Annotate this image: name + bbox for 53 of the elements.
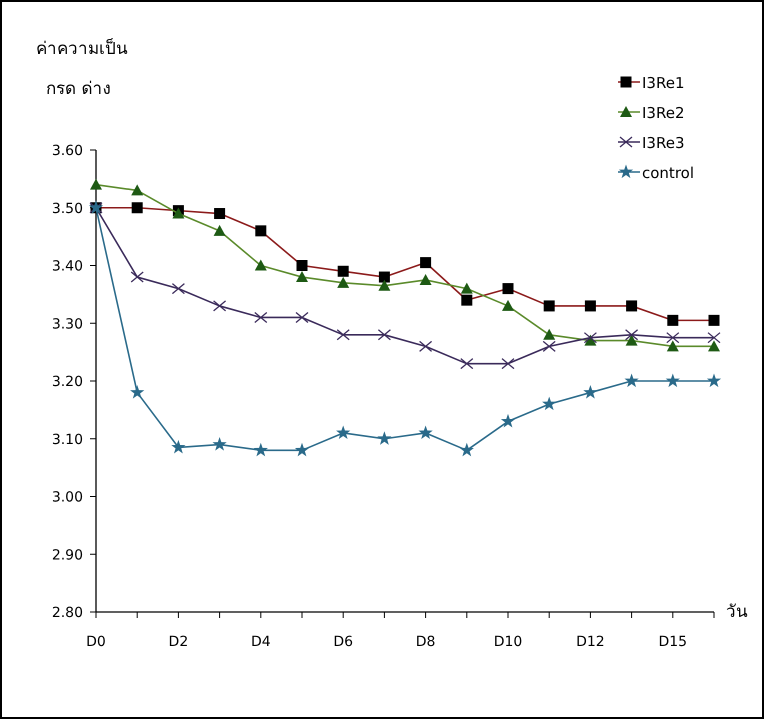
point bbox=[130, 271, 144, 283]
x-tick-label: D2 bbox=[168, 634, 188, 650]
point bbox=[460, 358, 474, 370]
point bbox=[707, 332, 721, 344]
legend-label: I3Re3 bbox=[642, 134, 684, 152]
point bbox=[254, 442, 268, 456]
point bbox=[212, 437, 227, 451]
point bbox=[624, 329, 638, 340]
point bbox=[418, 340, 432, 352]
point bbox=[584, 332, 598, 344]
y-tick-label: 3.60 bbox=[52, 143, 83, 159]
point bbox=[212, 300, 226, 312]
point bbox=[460, 442, 474, 456]
y-tick-label: 3.10 bbox=[52, 432, 83, 448]
point bbox=[666, 332, 680, 344]
point bbox=[130, 385, 144, 399]
point bbox=[336, 425, 350, 440]
legend-label: I3Re1 bbox=[642, 74, 684, 92]
x-tick-label: D4 bbox=[250, 634, 271, 650]
point bbox=[501, 358, 515, 370]
point bbox=[542, 396, 556, 410]
point bbox=[624, 374, 639, 388]
y-tick-label: 2.90 bbox=[52, 547, 83, 564]
x-tick-label: D15 bbox=[658, 634, 688, 650]
point bbox=[377, 431, 392, 445]
point bbox=[295, 312, 309, 324]
point bbox=[583, 385, 598, 399]
point bbox=[254, 312, 268, 324]
point bbox=[336, 329, 350, 340]
point bbox=[706, 374, 722, 388]
x-tick-label: D0 bbox=[86, 634, 106, 650]
point bbox=[171, 440, 186, 454]
x-axis-title: วัน bbox=[726, 602, 748, 622]
x-tick-label: D10 bbox=[494, 634, 522, 650]
y-tick-label: 3.20 bbox=[52, 374, 83, 390]
legend-label: control bbox=[642, 164, 694, 182]
point bbox=[500, 414, 516, 428]
point bbox=[294, 442, 310, 456]
point bbox=[172, 282, 186, 294]
y-axis-title: ค่าความเป็น กรด ด่าง bbox=[36, 37, 128, 99]
y-tick-label: 3.40 bbox=[52, 258, 83, 274]
y-tick-label: 3.30 bbox=[52, 316, 83, 332]
x-tick-label: D6 bbox=[333, 634, 354, 650]
point bbox=[542, 340, 556, 352]
point bbox=[418, 425, 433, 440]
x-tick-label: D8 bbox=[416, 634, 436, 650]
y-tick-label: 3.00 bbox=[52, 490, 83, 506]
legend-label: I3Re2 bbox=[642, 104, 684, 122]
x-tick-label: D12 bbox=[576, 634, 605, 650]
y-tick-label: 3.50 bbox=[52, 200, 83, 217]
y-tick-label: 2.80 bbox=[52, 605, 83, 621]
point bbox=[666, 374, 680, 388]
point bbox=[378, 329, 392, 340]
